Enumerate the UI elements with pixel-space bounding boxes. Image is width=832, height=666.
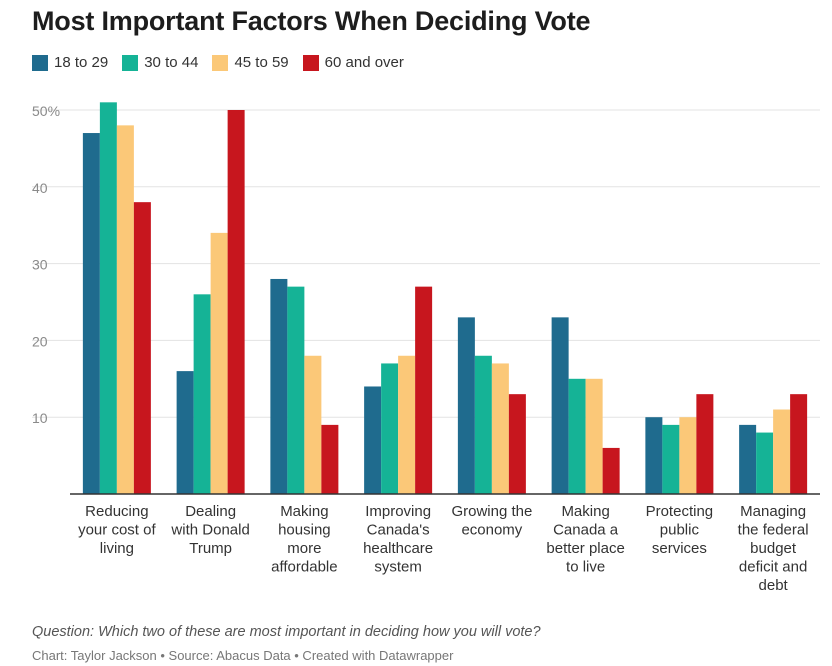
- bar-45-to-59-cat-8: [773, 409, 791, 494]
- bar-18-to-29-cat-7: [645, 417, 663, 494]
- legend-swatch-45-to-59: [212, 54, 229, 71]
- bar-18-to-29-cat-3: [270, 278, 288, 494]
- bar-60-and-over-cat-6: [602, 447, 620, 494]
- chart-title: Most Important Factors When Deciding Vot…: [32, 6, 591, 36]
- x-axis-labels: Reducing your cost of living Dealing with Do…: [78, 503, 808, 594]
- legend-swatch-30-to-44: [122, 54, 139, 71]
- bar-45-to-59-cat-7: [679, 417, 697, 494]
- chart-bars: [82, 102, 808, 495]
- x-tick-label-8: Managing the federal budget deficit and debt: [738, 503, 809, 594]
- bar-18-to-29-cat-1: [82, 133, 100, 494]
- footer-credit: Chart: Taylor Jackson • Source: Abacus D…: [32, 648, 454, 663]
- footer-question: Question: Which two of these are most im…: [32, 624, 541, 640]
- bar-30-to-44-cat-2: [193, 294, 211, 494]
- legend-item-18-to-29: 18 to 29: [32, 54, 108, 71]
- x-tick-label-6: Making Canada a better place to live: [546, 503, 624, 576]
- x-tick-label-2: Dealing with Donald Trump: [170, 503, 249, 557]
- bar-45-to-59-cat-2: [210, 232, 228, 494]
- x-tick-label-1: Reducing your cost of living: [78, 503, 156, 557]
- legend: 18 to 29 30 to 44 45 to 59 60 and over: [32, 54, 404, 71]
- bar-60-and-over-cat-1: [133, 202, 151, 494]
- bar-45-to-59-cat-3: [304, 355, 322, 494]
- x-tick-label-4: Improving Canada's healthcare system: [363, 503, 433, 576]
- legend-label-60-and-over: 60 and over: [324, 54, 404, 71]
- y-tick-label-30: 30: [32, 257, 48, 273]
- bar-45-to-59-cat-5: [491, 363, 509, 494]
- x-tick-label-7: Protecting public services: [646, 503, 714, 557]
- bar-60-and-over-cat-2: [227, 110, 245, 494]
- bar-18-to-29-cat-6: [551, 317, 569, 494]
- bar-30-to-44-cat-8: [756, 432, 774, 494]
- bar-18-to-29-cat-5: [457, 317, 475, 494]
- legend-label-18-to-29: 18 to 29: [54, 54, 109, 71]
- bar-45-to-59-cat-1: [116, 125, 134, 495]
- y-tick-label-10: 10: [32, 410, 48, 426]
- legend-item-45-to-59: 45 to 59: [212, 54, 289, 71]
- bar-60-and-over-cat-5: [508, 394, 526, 494]
- y-tick-label-40: 40: [32, 180, 48, 196]
- legend-swatch-60-and-over: [302, 54, 319, 71]
- legend-swatch-18-to-29: [32, 54, 48, 71]
- bar-30-to-44-cat-4: [381, 363, 399, 494]
- bar-60-and-over-cat-8: [790, 394, 808, 494]
- bar-60-and-over-cat-3: [321, 424, 339, 494]
- y-tick-label-20: 20: [32, 333, 48, 349]
- bar-chart: 10 20 30 40 50% Reducing your cost of living De…: [32, 102, 820, 594]
- legend-item-60-and-over: 60 and over: [302, 54, 404, 71]
- bar-30-to-44-cat-7: [662, 424, 680, 494]
- legend-label-30-to-44: 30 to 44: [144, 54, 199, 71]
- bar-30-to-44-cat-3: [287, 286, 305, 494]
- bar-60-and-over-cat-4: [415, 286, 433, 494]
- bar-30-to-44-cat-6: [568, 378, 586, 494]
- bar-30-to-44-cat-5: [474, 355, 492, 494]
- x-tick-label-3: Making housing more affordable: [271, 503, 337, 576]
- legend-item-30-to-44: 30 to 44: [122, 54, 198, 71]
- legend-label-45-to-59: 45 to 59: [234, 54, 289, 71]
- bar-45-to-59-cat-6: [585, 378, 603, 494]
- bar-45-to-59-cat-4: [398, 355, 416, 494]
- bar-18-to-29-cat-8: [739, 424, 757, 494]
- y-tick-label-50: 50%: [32, 103, 60, 119]
- bar-60-and-over-cat-7: [696, 394, 714, 494]
- x-tick-label-5: Growing the economy: [451, 503, 532, 539]
- y-axis-ticks: 10 20 30 40 50%: [32, 103, 60, 426]
- bar-18-to-29-cat-4: [364, 386, 382, 494]
- bar-30-to-44-cat-1: [99, 102, 117, 494]
- bar-18-to-29-cat-2: [176, 371, 194, 494]
